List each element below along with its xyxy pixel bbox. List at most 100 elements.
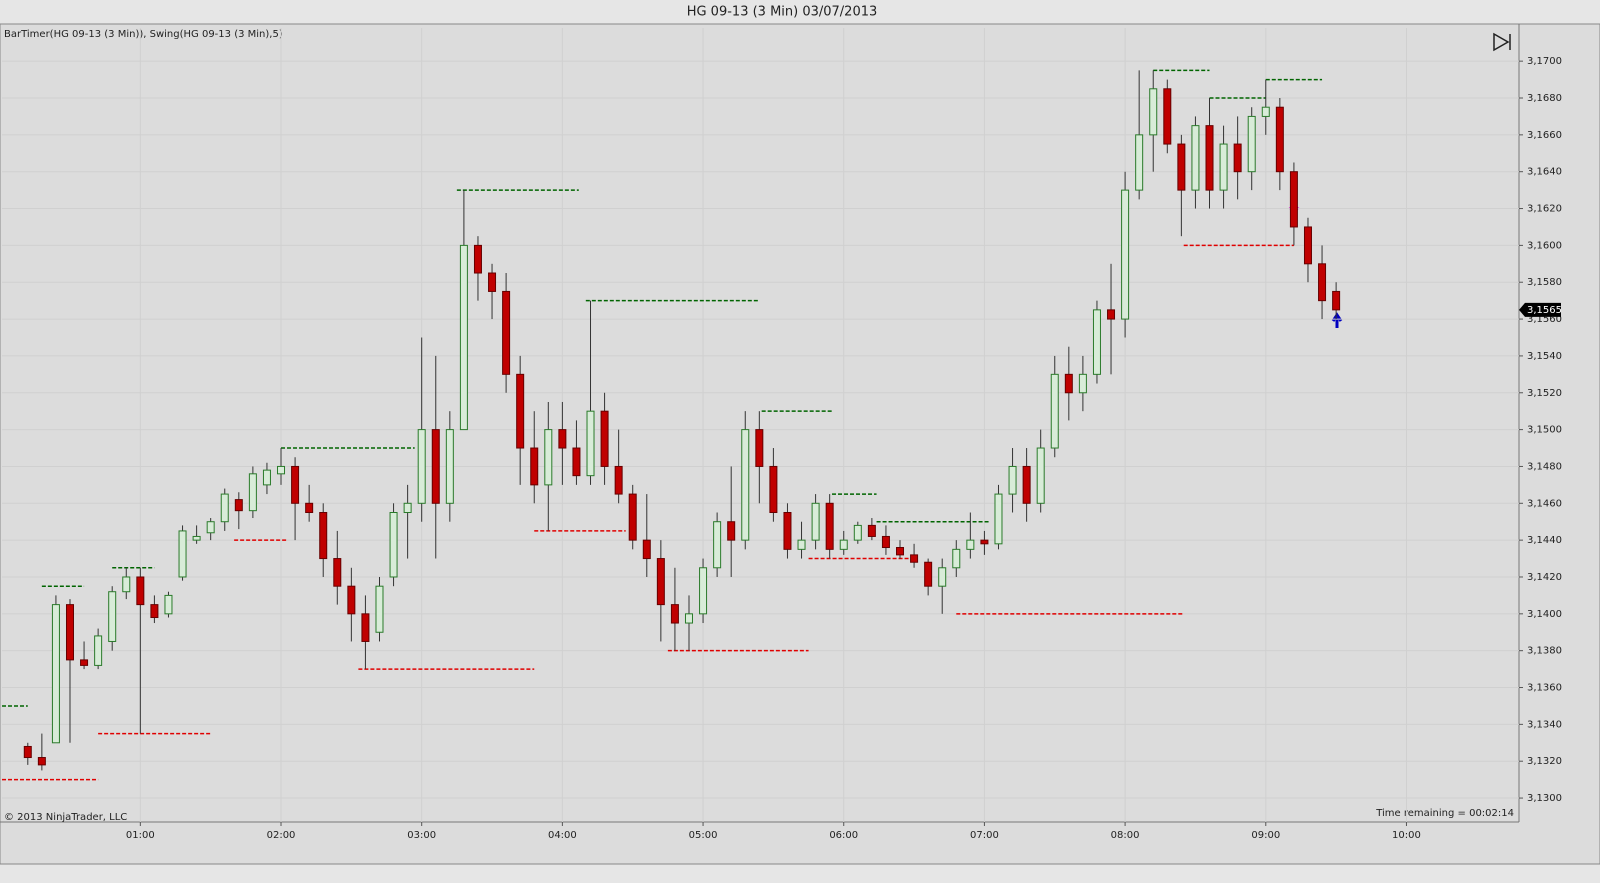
scroll-end-button[interactable] (1489, 31, 1515, 53)
candle-body (727, 521, 736, 541)
candle-body (966, 539, 975, 550)
candle-body (684, 613, 693, 624)
candle-body (1233, 143, 1242, 173)
x-tick-label: 04:00 (548, 830, 577, 841)
candle-body (558, 429, 567, 449)
y-tick-label: 3,1340 (1527, 719, 1562, 730)
y-tick-label: 3,1420 (1527, 572, 1562, 583)
y-tick-label: 3,1380 (1527, 646, 1562, 657)
candle-body (206, 521, 215, 534)
candle-body (783, 512, 792, 550)
candle-body (980, 539, 989, 545)
candle-body (924, 561, 933, 587)
chart-title: HG 09-13 (3 Min) 03/07/2013 (687, 5, 878, 20)
candle-body (220, 493, 229, 523)
y-tick-label: 3,1640 (1527, 167, 1562, 178)
candle-body (1247, 115, 1256, 173)
candle-body (544, 429, 553, 486)
candle-body (262, 469, 271, 486)
candle-body (51, 604, 60, 744)
candle-body (896, 547, 905, 556)
y-tick-label: 3,1360 (1527, 683, 1562, 694)
candle-body (277, 465, 286, 475)
candle-body (530, 447, 539, 486)
candle-body (234, 499, 243, 512)
candle-body (853, 524, 862, 541)
button-icon (1493, 32, 1511, 52)
candle-body (80, 659, 89, 666)
candle-body (417, 429, 426, 504)
x-tick-label: 07:00 (970, 830, 999, 841)
candle-body (516, 373, 525, 449)
y-tick-label: 3,1300 (1527, 793, 1562, 804)
x-tick-label: 01:00 (126, 830, 155, 841)
candle-body (445, 429, 454, 504)
candle-body (108, 591, 117, 642)
y-tick-label: 3,1440 (1527, 535, 1562, 546)
y-tick-label: 3,1680 (1527, 93, 1562, 104)
x-tick-label: 10:00 (1392, 830, 1421, 841)
time-remaining: Time remaining = 00:02:14 (1375, 808, 1514, 819)
candle-body (628, 493, 637, 541)
candle-body (600, 410, 609, 467)
candle-body (502, 290, 511, 375)
candle-body (938, 567, 947, 587)
candle-body (1219, 143, 1228, 191)
candle-body (1064, 373, 1073, 394)
candle-body (459, 244, 468, 431)
y-tick-label: 3,1580 (1527, 277, 1562, 288)
indicator-label: BarTimer(HG 09-13 (3 Min)), Swing(HG 09-… (4, 29, 283, 40)
candle-body (1121, 189, 1130, 320)
candle-body (1289, 171, 1298, 228)
candle-body (23, 745, 32, 759)
candle-body (150, 604, 159, 619)
candle-body (1303, 226, 1312, 265)
candle-body (403, 502, 412, 514)
candle-body (741, 429, 750, 541)
candle-body (178, 530, 187, 578)
candle-body (586, 410, 595, 477)
candle-body (375, 585, 384, 633)
candle-body (1275, 106, 1284, 173)
copyright: © 2013 NinjaTrader, LLC (4, 812, 127, 823)
y-tick-label: 3,1500 (1527, 425, 1562, 436)
y-tick-label: 3,1620 (1527, 204, 1562, 215)
candle-body (1036, 447, 1045, 504)
candle-body (361, 613, 370, 642)
candle-body (1205, 125, 1214, 191)
candle-body (94, 635, 103, 666)
candle-body (291, 465, 300, 504)
candle-body (811, 502, 820, 541)
candle-body (473, 244, 482, 274)
candle-body (164, 594, 173, 615)
chart-panel (0, 23, 1600, 865)
candle-body (347, 585, 356, 615)
candle-body (994, 493, 1003, 545)
candle-body (1177, 143, 1186, 191)
candle-body (1191, 125, 1200, 191)
y-tick-label: 3,1540 (1527, 351, 1562, 362)
candle-body (769, 465, 778, 514)
candle-body (65, 604, 74, 661)
candle-body (1135, 134, 1144, 191)
x-tick-label: 09:00 (1251, 830, 1280, 841)
candle-body (867, 524, 876, 537)
candle-body (1261, 106, 1270, 117)
y-tick-label: 3,1700 (1527, 56, 1562, 67)
candle-body (1149, 88, 1158, 136)
y-tick-label: 3,1660 (1527, 130, 1562, 141)
candle-body (431, 429, 440, 504)
y-tick-label: 3,1320 (1527, 756, 1562, 767)
y-tick-label: 3,1600 (1527, 240, 1562, 251)
candle-body (333, 558, 342, 587)
x-tick-label: 05:00 (689, 830, 718, 841)
last-price-marker (1519, 302, 1561, 317)
x-tick-label: 06:00 (829, 830, 858, 841)
candle-body (881, 535, 890, 549)
candle-body (389, 512, 398, 578)
candle-body (1092, 309, 1101, 375)
y-tick-label: 3,1560 (1527, 314, 1562, 325)
candle-body (825, 502, 834, 550)
candle-body (488, 272, 497, 292)
